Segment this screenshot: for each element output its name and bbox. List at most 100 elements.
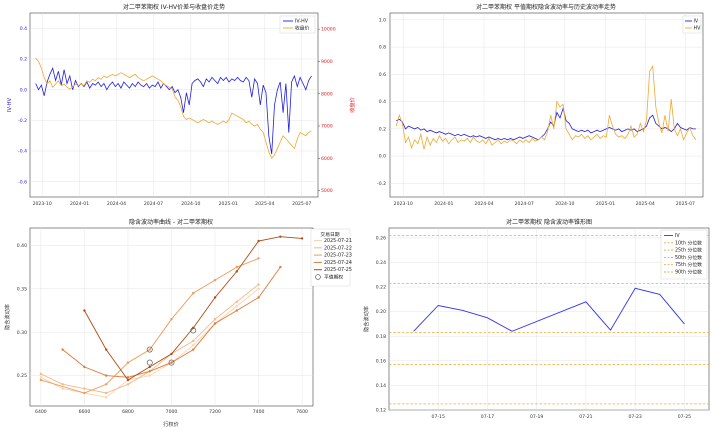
smile-point bbox=[213, 296, 217, 299]
y-tick-label: 0.20 bbox=[376, 309, 386, 315]
y-tick-label: 0.0 bbox=[379, 154, 386, 160]
y-tick-label: -0.4 bbox=[18, 149, 27, 155]
y-right-tick-label: 7000 bbox=[321, 124, 333, 130]
y-tick-label: 0.25 bbox=[17, 373, 27, 379]
legend-label-0: IV bbox=[675, 233, 680, 239]
legend-label-iv-hv: IV-HV bbox=[295, 19, 309, 25]
smile-point bbox=[83, 387, 86, 390]
x-tick-label: 07-21 bbox=[579, 414, 592, 420]
legend-box-2 bbox=[682, 15, 702, 34]
x-tick-label: 07-19 bbox=[530, 414, 543, 420]
smile-point bbox=[279, 235, 282, 238]
y-tick-label: 0.40 bbox=[17, 243, 27, 249]
y-tick-label: 0.30 bbox=[17, 330, 27, 336]
x-tick-label: 6600 bbox=[79, 409, 91, 415]
y-tick-label: 0.8 bbox=[379, 45, 386, 51]
smile-point bbox=[104, 391, 108, 395]
x-tick-label: 7400 bbox=[253, 409, 265, 415]
atm-marker bbox=[146, 359, 153, 366]
x-tick-label: 2025-01 bbox=[219, 201, 238, 207]
legend-label-iv: IV bbox=[694, 19, 699, 25]
smile-point bbox=[126, 383, 130, 386]
smile-point bbox=[170, 361, 173, 364]
legend-1: IV-HV 收盘价 bbox=[279, 15, 316, 34]
smile-point bbox=[104, 348, 108, 351]
legend-swatch-atm bbox=[315, 274, 321, 280]
y-tick-label: 0.35 bbox=[17, 286, 27, 292]
x-tick-label: 2024-04 bbox=[474, 201, 493, 207]
smile-point bbox=[170, 352, 173, 356]
y-axis-label-4: 隐含波动率 bbox=[362, 306, 370, 332]
y-tick-label: 0.18 bbox=[376, 334, 386, 340]
smile-point bbox=[104, 396, 108, 399]
y-axis-label-3: 隐含波动率 bbox=[3, 304, 11, 330]
chart-title-3: 隐含波动率曲线 - 对二甲苯期权 bbox=[129, 218, 213, 226]
x-tick-label: 07-15 bbox=[432, 414, 445, 420]
y-axis-label-1: IV-HV bbox=[7, 98, 13, 113]
y-right-tick-label: 9000 bbox=[321, 59, 333, 65]
legend-label-4: 75th 分位数 bbox=[675, 261, 702, 268]
y-right-tick-label: 10000 bbox=[321, 27, 336, 33]
x-tick-label: 2025-04 bbox=[255, 201, 274, 207]
smile-point bbox=[257, 296, 260, 299]
x-tick-label: 6400 bbox=[35, 409, 47, 415]
x-tick-label: 2025-07 bbox=[676, 201, 695, 207]
smile-point bbox=[257, 239, 260, 243]
smile-point bbox=[83, 309, 86, 312]
x-tick-label: 6800 bbox=[122, 409, 134, 415]
smile-point bbox=[213, 278, 217, 282]
panel-iv-vs-hv: 2023-10 2024-01 2024-04 2024-07 2024-10 2025-… bbox=[377, 3, 704, 207]
y-tick-label: 0.16 bbox=[376, 358, 386, 364]
smile-point bbox=[61, 348, 64, 351]
x-tick-label: 2024-01 bbox=[70, 201, 89, 207]
series-line-iv bbox=[413, 287, 685, 332]
smile-point bbox=[39, 372, 43, 376]
plot-area-1 bbox=[29, 12, 319, 198]
legend-label-hv: HV bbox=[694, 26, 702, 32]
x-tick-label: 2025-01 bbox=[596, 201, 615, 207]
y-tick-label: 0.6 bbox=[379, 72, 386, 78]
x-tick-label: 7000 bbox=[166, 409, 178, 415]
smile-point bbox=[126, 376, 130, 379]
panel-iv-hv-spread: 2023-10 2024-01 2024-04 2024-07 2024-10 2025-… bbox=[7, 3, 356, 207]
smile-point bbox=[279, 265, 282, 269]
legend-label-close: 收盘价 bbox=[295, 25, 310, 32]
x-tick-label: 7200 bbox=[209, 409, 221, 415]
chart-title-4: 对二甲苯期权 隐含波动率锥形图 bbox=[506, 218, 592, 226]
smile-point bbox=[235, 304, 239, 308]
smile-point bbox=[61, 387, 64, 390]
x-tick-label: 2024-01 bbox=[434, 201, 453, 207]
legend-label-2: 25th 分位数 bbox=[675, 247, 702, 254]
smile-point bbox=[126, 378, 130, 382]
legend-box-1 bbox=[279, 15, 316, 34]
y-tick-label: 1.0 bbox=[379, 17, 386, 23]
legend-label-3: 50th 分位数 bbox=[675, 254, 702, 261]
y-tick-label: 0.26 bbox=[376, 235, 386, 241]
y-tick-label: 0.0 bbox=[20, 87, 27, 93]
smile-point bbox=[300, 237, 304, 240]
smile-point bbox=[104, 374, 108, 377]
smile-point bbox=[83, 391, 86, 395]
y-tick-label: 0.4 bbox=[379, 99, 386, 105]
smile-point bbox=[192, 344, 195, 347]
legend-box-3 bbox=[310, 228, 351, 287]
x-tick-label: 2023-10 bbox=[394, 201, 413, 207]
legend-label-atm: 平值期权 bbox=[324, 274, 343, 281]
series-line-iv bbox=[396, 106, 696, 141]
smile-point bbox=[192, 348, 195, 351]
smile-point bbox=[235, 265, 239, 269]
chart-title-1: 对二甲苯期权 IV-HV价差与收盘价走势 bbox=[123, 3, 225, 11]
smile-point bbox=[39, 376, 43, 379]
atm-marker bbox=[190, 327, 197, 334]
legend-title-3: 交易日期 bbox=[320, 231, 339, 238]
x-axis-label-3: 行权价 bbox=[163, 420, 179, 428]
legend-label-2025-07-22: 2025-07-22 bbox=[324, 245, 352, 251]
panel-vol-cone: 07-15 07-17 07-19 07-21 07-23 07-25 0.12 0.14 0.… bbox=[362, 218, 710, 420]
x-tick-label: 07-23 bbox=[628, 414, 641, 420]
legend-label-2025-07-21: 2025-07-21 bbox=[324, 238, 352, 244]
atm-marker bbox=[146, 346, 153, 353]
smile-point bbox=[148, 370, 151, 373]
y-tick-label: 0.22 bbox=[376, 285, 386, 291]
legend-label-1: 10th 分位数 bbox=[675, 239, 702, 246]
chart-title-2: 对二甲苯期权 平值期权隐含波动率与历史波动率走势 bbox=[476, 3, 616, 11]
